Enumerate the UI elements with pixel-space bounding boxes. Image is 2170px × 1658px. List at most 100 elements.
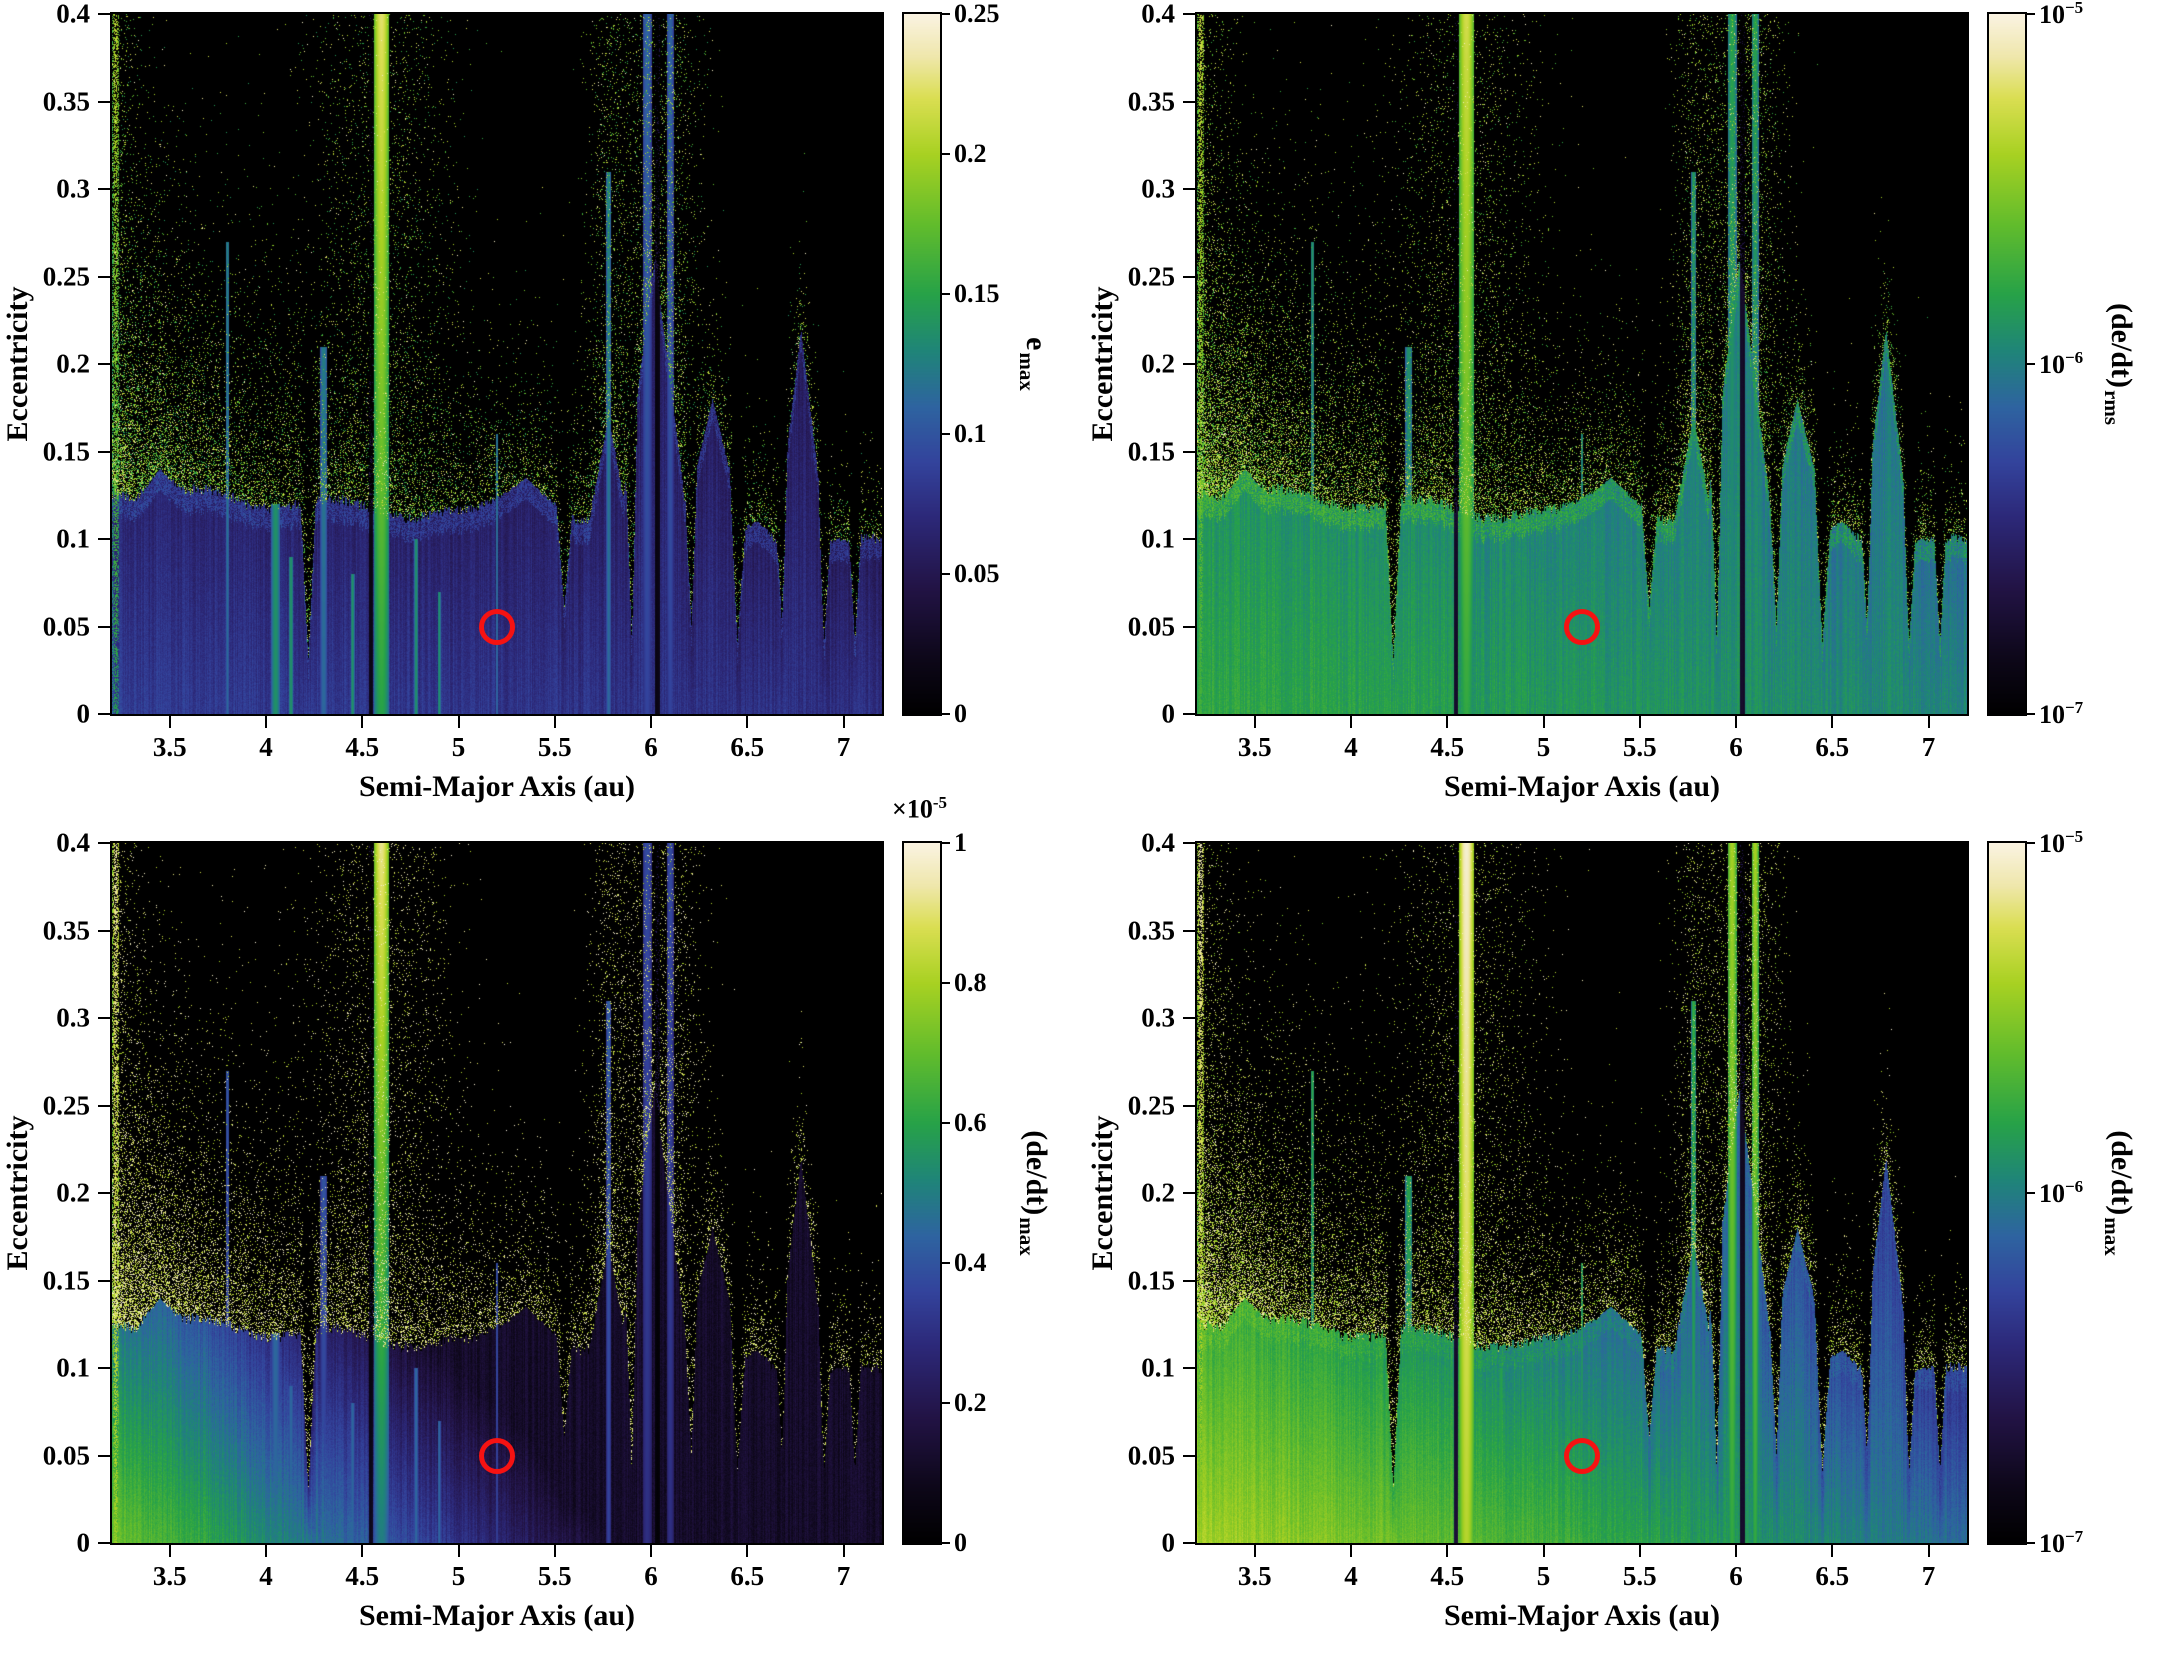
x-tick-mark xyxy=(1446,1545,1449,1557)
colorbar-tick-label: 0.25 xyxy=(954,0,1000,28)
x-tick-mark xyxy=(1831,1545,1834,1557)
y-tick-mark xyxy=(98,842,110,844)
x-tick-label: 5.5 xyxy=(537,1561,572,1591)
x-tick-label: 3.5 xyxy=(1237,732,1272,762)
heatmap-canvas xyxy=(1195,841,1969,1545)
x-tick-mark xyxy=(265,1545,267,1557)
x-tick-mark xyxy=(553,716,556,728)
y-tick-mark xyxy=(1183,929,1195,932)
x-tick-mark xyxy=(1446,716,1449,728)
red-circle-marker xyxy=(1564,608,1600,645)
x-tick-label: 5 xyxy=(1536,1561,1551,1591)
colorbar-tick-labels: 10−7 10−6 10−5 xyxy=(2039,827,2159,1558)
x-tick-mark xyxy=(746,1545,749,1557)
x-tick-labels: 3.5 4 4.5 5 5.5 6 6.5 7 xyxy=(1197,1561,1967,1601)
colorbar-label: (de/dt)max xyxy=(1015,1130,1053,1256)
y-tick-mark xyxy=(1183,1454,1195,1457)
colorbar-tick-label: 0.1 xyxy=(954,419,987,448)
y-tick-mark xyxy=(98,100,110,103)
colorbar-tick-mark xyxy=(2027,1542,2035,1544)
y-tick-label: 0.25 xyxy=(1127,1090,1175,1120)
y-tick-label: 0.25 xyxy=(1127,261,1175,291)
x-tick-mark xyxy=(1831,716,1834,728)
y-tick-label: 0.2 xyxy=(1141,1177,1175,1208)
colorbar-label-main: e xyxy=(1020,337,1053,351)
colorbar-tick-label: 10−5 xyxy=(2039,0,2084,29)
y-tick-mark xyxy=(98,188,110,190)
colorbar-tick-label: 0.05 xyxy=(954,559,1000,588)
y-tick-mark xyxy=(1183,842,1195,844)
y-tick-mark xyxy=(98,1104,110,1107)
y-tick-label: 0.05 xyxy=(42,1440,90,1470)
y-tick-label: 0.15 xyxy=(1127,1265,1175,1295)
x-tick-label: 4.5 xyxy=(345,1561,380,1591)
x-tick-mark xyxy=(1542,1545,1545,1557)
colorbar-tick-mark xyxy=(942,713,950,715)
colorbar-tick-mark xyxy=(942,293,950,295)
x-tick-mark xyxy=(553,1545,556,1557)
colorbar-tick-mark xyxy=(942,153,950,155)
y-tick-label: 0.05 xyxy=(1127,1440,1175,1470)
y-tick-label: 0.35 xyxy=(42,86,90,116)
x-tick-labels: 3.5 4 4.5 5 5.5 6 6.5 7 xyxy=(112,1561,882,1601)
x-tick-mark xyxy=(1735,716,1737,728)
x-tick-label: 3.5 xyxy=(152,732,187,762)
colorbar-tick-label: 10−7 xyxy=(2039,698,2084,729)
y-tick-mark xyxy=(1183,1279,1195,1282)
colorbar-tick-labels: 0 0.05 0.1 0.15 0.2 0.25 xyxy=(954,0,1074,728)
y-tick-label: 0.4 xyxy=(1141,0,1175,29)
y-tick-mark xyxy=(98,929,110,932)
colorbar-label: (de/dt)rms xyxy=(2100,303,2138,425)
colorbar-multiplier: ×10-5 xyxy=(892,793,947,824)
x-tick-mark xyxy=(1253,716,1256,728)
x-tick-mark xyxy=(168,1545,171,1557)
y-tick-mark xyxy=(98,275,110,278)
x-tick-mark xyxy=(1350,1545,1352,1557)
y-tick-mark xyxy=(1183,450,1195,453)
y-tick-label: 0.3 xyxy=(1141,1002,1175,1033)
x-tick-label: 4 xyxy=(259,732,273,762)
x-tick-label: 4 xyxy=(1344,1561,1358,1591)
x-tick-label: 5.5 xyxy=(1622,1561,1657,1591)
colorbar-tick-mark xyxy=(942,1542,950,1544)
x-tick-mark xyxy=(1638,716,1641,728)
y-tick-label: 0.35 xyxy=(42,915,90,945)
y-tick-mark xyxy=(1183,713,1195,715)
y-tick-labels: 0 0.05 0.1 0.15 0.2 0.25 0.3 0.35 0.4 xyxy=(0,0,96,729)
x-tick-mark xyxy=(1638,1545,1641,1557)
x-tick-label: 5 xyxy=(451,732,466,762)
x-tick-label: 5.5 xyxy=(1622,732,1657,762)
y-tick-label: 0.4 xyxy=(56,0,90,29)
x-tick-mark xyxy=(457,716,460,728)
colorbar-label-main: (de/dt) xyxy=(1020,1130,1053,1216)
x-tick-label: 5.5 xyxy=(537,732,572,762)
x-tick-label: 4.5 xyxy=(1430,1561,1465,1591)
y-tick-label: 0.2 xyxy=(1141,348,1175,379)
y-tick-mark xyxy=(1183,538,1195,540)
y-tick-mark xyxy=(1183,1367,1195,1369)
x-tick-mark xyxy=(1542,716,1545,728)
panel-emax: Eccentricity 0 0.05 0.1 0.15 0.2 0.25 0.3 0.35 0… xyxy=(0,0,1085,829)
y-tick-label: 0.1 xyxy=(1141,1352,1175,1383)
y-tick-mark xyxy=(98,1192,110,1194)
x-tick-label: 6 xyxy=(1729,1561,1743,1591)
colorbar-label: (de/dt)max xyxy=(2100,1130,2138,1256)
y-tick-label: 0 xyxy=(1161,698,1176,729)
x-tick-label: 6 xyxy=(644,732,658,762)
y-tick-label: 0 xyxy=(76,698,91,729)
x-tick-mark xyxy=(265,716,267,728)
x-tick-labels: 3.5 4 4.5 5 5.5 6 6.5 7 xyxy=(1197,732,1967,772)
y-tick-label: 0.35 xyxy=(1127,86,1175,116)
heatmap-canvas xyxy=(110,841,884,1545)
colorbar-label-sub: max xyxy=(1015,352,1039,391)
x-tick-label: 7 xyxy=(1921,1561,1936,1591)
x-tick-mark xyxy=(1927,1545,1930,1557)
x-axis-label: Semi-Major Axis (au) xyxy=(1443,1599,1721,1632)
y-tick-label: 0.4 xyxy=(1141,827,1175,858)
x-tick-mark xyxy=(842,716,845,728)
x-axis-label: Semi-Major Axis (au) xyxy=(358,1599,636,1632)
y-tick-mark xyxy=(98,1542,110,1544)
colorbar-tick-labels: 0 0.2 0.4 0.6 0.8 1 xyxy=(954,828,1074,1557)
y-tick-label: 0.3 xyxy=(56,1002,90,1033)
colorbar-tick-mark xyxy=(942,1262,950,1264)
